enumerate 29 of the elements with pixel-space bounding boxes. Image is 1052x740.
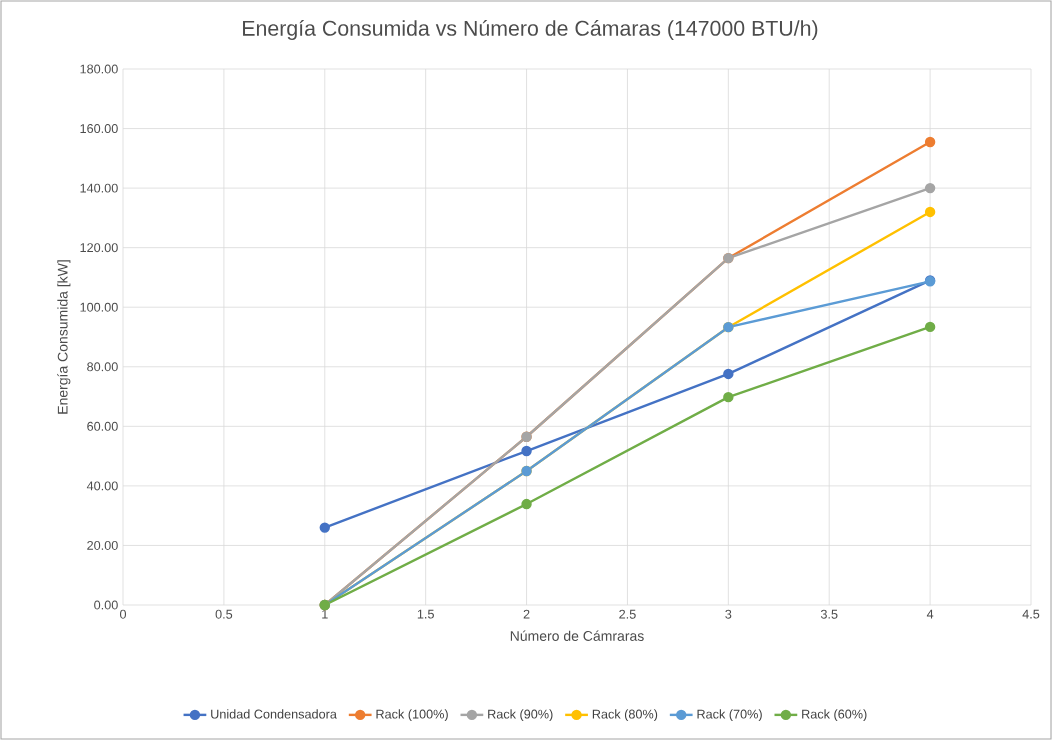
x-tick-label: 4.5: [1022, 609, 1040, 619]
x-tick-label: 0: [119, 609, 127, 619]
y-tick-label: 180.00: [80, 64, 118, 74]
y-tick-label: 160.00: [80, 124, 118, 134]
x-tick-label: 3: [725, 609, 732, 619]
y-tick-label: 140.00: [80, 183, 118, 193]
y-tick-label: 120.00: [80, 243, 118, 253]
y-axis-title: Energía Consumida [kW]: [57, 260, 71, 414]
legend-label: Rack (80%): [592, 709, 658, 722]
x-tick-label: 2: [523, 609, 530, 619]
y-tick-label: 40.00: [86, 481, 118, 491]
y-tick-label: 60.00: [87, 421, 118, 431]
legend-label: Rack (60%): [802, 709, 867, 722]
x-tick-label: 3.5: [820, 609, 838, 619]
x-tick-label: 4: [926, 609, 934, 619]
y-tick-label: 20.00: [87, 540, 118, 550]
y-tick-label: 100.00: [80, 302, 118, 312]
x-tick-label: 1.5: [417, 609, 434, 619]
legend-label: Unidad Condensadora: [211, 709, 337, 719]
x-axis-title: Número de Cámraras: [510, 630, 644, 641]
x-tick-label: 1: [322, 609, 328, 619]
y-tick-label: 0.00: [94, 600, 118, 610]
y-tick-label: 80.00: [87, 362, 118, 372]
legend-label: Rack (90%): [488, 709, 553, 722]
legend-label: Rack (100%): [376, 709, 448, 722]
x-tick-label: 2.5: [619, 609, 636, 619]
chart-title: Energía Consumida vs Número de Cámaras (147000 BTU/h): [243, 19, 818, 41]
x-tick-label: 0.5: [215, 609, 233, 619]
legend-label: Rack (70%): [697, 709, 762, 722]
